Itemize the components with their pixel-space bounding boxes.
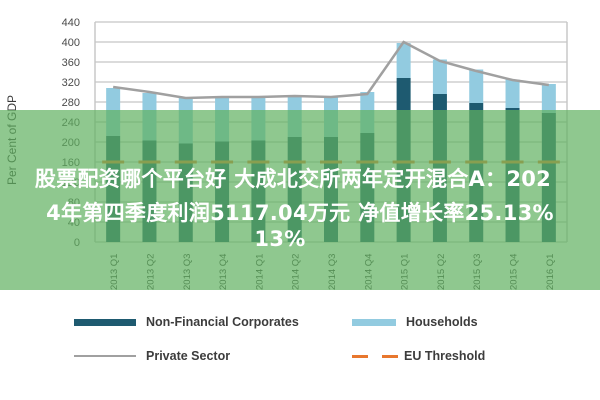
headline-line-2: 4年第四季度利润5117.04万元 净值增长率25.13% [46, 201, 554, 225]
headline-line-3: 13% [254, 227, 306, 251]
bar-households [469, 69, 484, 103]
chart-legend: Non-Financial Corporates Households Priv… [0, 305, 600, 395]
legend-item-eu-threshold: EU Threshold [352, 349, 485, 363]
bar-households [505, 79, 520, 108]
legend-item-non-financial-corporates: Non-Financial Corporates [74, 315, 299, 329]
bar-households [432, 59, 447, 94]
y-tick-label: 400 [62, 37, 80, 49]
legend-swatch-bar-icon [74, 318, 136, 326]
y-tick-label: 280 [62, 97, 80, 109]
y-tick-label: 440 [62, 17, 80, 29]
y-tick-label: 320 [62, 77, 80, 89]
private-sector-line [112, 40, 550, 100]
legend-swatch-line-icon [74, 355, 136, 357]
bar-households [541, 84, 556, 113]
headline-text: 股票配资哪个平台好 大成北交所两年定开混合A：202 4年第四季度利润5117.… [0, 162, 600, 256]
legend-swatch-dashed-line-icon [352, 354, 398, 358]
headline-overlay [0, 110, 600, 290]
headline-line-1: 股票配资哪个平台好 大成北交所两年定开混合A：202 [34, 167, 552, 191]
legend-swatch-bar-icon [352, 318, 396, 326]
legend-item-households: Households [352, 315, 478, 329]
y-tick-label: 360 [62, 57, 80, 69]
legend-item-private-sector: Private Sector [74, 349, 230, 363]
bar-households [396, 43, 411, 78]
